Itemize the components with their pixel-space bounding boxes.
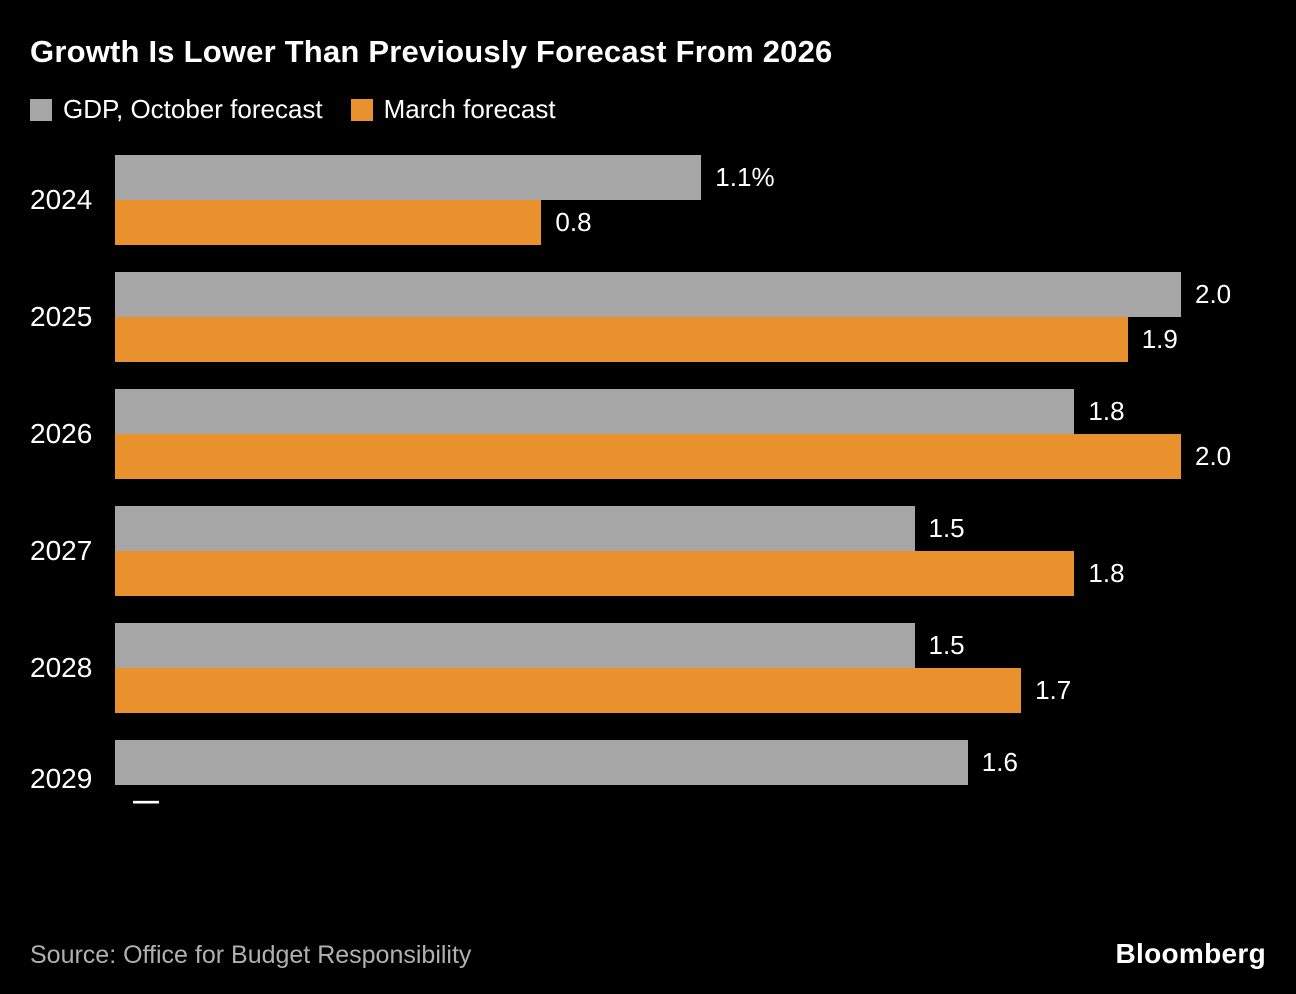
october-forecast-bar bbox=[115, 506, 915, 551]
chart-footer: Source: Office for Budget Responsibility… bbox=[30, 938, 1266, 970]
october-forecast-bar bbox=[115, 389, 1075, 434]
october-forecast-bar bbox=[115, 272, 1181, 317]
legend-label-march: March forecast bbox=[383, 94, 556, 124]
bar-line: 2.0 bbox=[115, 434, 1231, 479]
bar-line: 0.8 bbox=[115, 200, 1181, 245]
chart-row: 2028 1.5 1.7 bbox=[30, 623, 1266, 713]
bar-line: 1.6 bbox=[115, 740, 1181, 785]
value-label: 2.0 bbox=[1195, 441, 1232, 471]
bar-line: 1.9 bbox=[115, 317, 1181, 362]
legend: GDP, October forecast March forecast bbox=[30, 94, 1266, 125]
year-label: 2027 bbox=[30, 535, 93, 566]
bar-line: 1.1% bbox=[115, 155, 1181, 200]
march-forecast-bar bbox=[115, 434, 1181, 479]
chart-row: 2027 1.5 1.8 bbox=[30, 506, 1266, 596]
march-forecast-bar bbox=[115, 551, 1075, 596]
year-label: 2025 bbox=[30, 301, 93, 332]
march-forecast-bar bbox=[115, 200, 542, 245]
value-label: 0.8 bbox=[555, 207, 592, 237]
legend-item-october: GDP, October forecast bbox=[30, 94, 323, 125]
october-forecast-bar bbox=[115, 155, 702, 200]
october-forecast-bar bbox=[115, 740, 968, 785]
chart-row: 2029 1.6 — bbox=[30, 740, 1266, 817]
bar-line: 1.5 bbox=[115, 623, 1181, 668]
no-data-dash: — bbox=[133, 785, 159, 815]
year-label: 2029 bbox=[30, 762, 93, 794]
legend-swatch-march bbox=[350, 98, 373, 121]
bar-line: 1.5 bbox=[115, 506, 1181, 551]
bar-line: 2.0 bbox=[115, 272, 1231, 317]
bar-line: — bbox=[115, 785, 1181, 817]
value-label: 1.8 bbox=[1088, 558, 1125, 588]
legend-label-october: GDP, October forecast bbox=[63, 94, 323, 124]
value-label: 2.0 bbox=[1195, 279, 1232, 309]
value-label: 1.1% bbox=[715, 162, 775, 192]
march-forecast-bar bbox=[115, 668, 1022, 713]
bar-line: 1.7 bbox=[115, 668, 1181, 713]
year-label: 2024 bbox=[30, 184, 93, 215]
chart-title: Growth Is Lower Than Previously Forecast… bbox=[30, 34, 833, 69]
year-label: 2026 bbox=[30, 418, 93, 449]
bar-group: 2.0 1.9 bbox=[115, 272, 1231, 362]
bar-line: 1.8 bbox=[115, 389, 1181, 434]
bar-group: 1.5 1.8 bbox=[115, 506, 1181, 596]
value-label: 1.5 bbox=[928, 630, 965, 660]
bar-line: 1.8 bbox=[115, 551, 1181, 596]
bar-chart: 2024 1.1% 0.8 2025 2.0 1.9 2026 1.8 2.0 2027 1.5 1.… bbox=[30, 155, 1266, 817]
bar-group: 1.5 1.7 bbox=[115, 623, 1181, 713]
value-label: 1.6 bbox=[981, 747, 1018, 777]
value-label: 1.5 bbox=[928, 513, 965, 543]
legend-item-march: March forecast bbox=[350, 94, 556, 125]
october-forecast-bar bbox=[115, 623, 915, 668]
year-label: 2028 bbox=[30, 652, 93, 683]
value-label: 1.8 bbox=[1088, 396, 1125, 426]
value-label: 1.9 bbox=[1141, 324, 1178, 354]
bar-group: 1.8 2.0 bbox=[115, 389, 1231, 479]
bloomberg-logo: Bloomberg bbox=[1115, 938, 1266, 969]
chart-row: 2024 1.1% 0.8 bbox=[30, 155, 1266, 245]
value-label: 1.7 bbox=[1035, 675, 1072, 705]
chart-row: 2026 1.8 2.0 bbox=[30, 389, 1266, 479]
source-text: Source: Office for Budget Responsibility bbox=[30, 941, 472, 969]
legend-swatch-october bbox=[30, 98, 52, 121]
bar-group: 1.1% 0.8 bbox=[115, 155, 1181, 245]
bar-group: 1.6 — bbox=[115, 740, 1181, 817]
chart-row: 2025 2.0 1.9 bbox=[30, 272, 1266, 362]
march-forecast-bar bbox=[115, 317, 1128, 362]
